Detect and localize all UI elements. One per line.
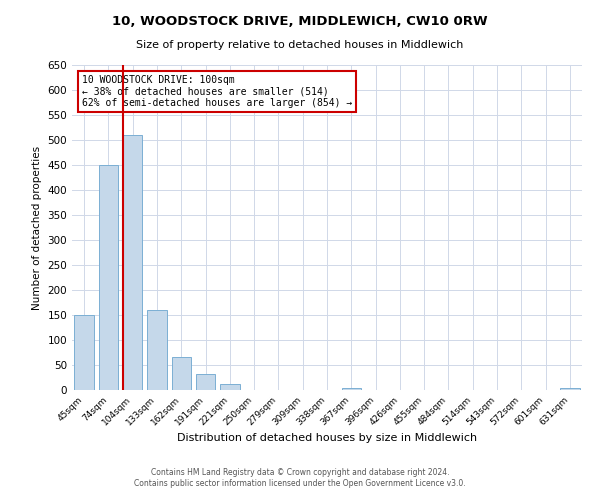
Bar	[341, 388, 361, 390]
Bar	[99, 165, 118, 390]
Bar	[560, 388, 580, 390]
Text: Size of property relative to detached houses in Middlewich: Size of property relative to detached ho…	[136, 40, 464, 50]
Bar	[220, 384, 239, 390]
Y-axis label: Number of detached properties: Number of detached properties	[32, 146, 42, 310]
Bar	[123, 135, 142, 390]
Text: 10, WOODSTOCK DRIVE, MIDDLEWICH, CW10 0RW: 10, WOODSTOCK DRIVE, MIDDLEWICH, CW10 0R…	[112, 15, 488, 28]
Bar	[172, 356, 191, 390]
Text: Contains HM Land Registry data © Crown copyright and database right 2024.
Contai: Contains HM Land Registry data © Crown c…	[134, 468, 466, 487]
Text: 10 WOODSTOCK DRIVE: 100sqm
← 38% of detached houses are smaller (514)
62% of sem: 10 WOODSTOCK DRIVE: 100sqm ← 38% of deta…	[82, 74, 352, 108]
Bar	[196, 374, 215, 390]
X-axis label: Distribution of detached houses by size in Middlewich: Distribution of detached houses by size …	[177, 432, 477, 442]
Bar	[147, 310, 167, 390]
Bar	[74, 315, 94, 390]
